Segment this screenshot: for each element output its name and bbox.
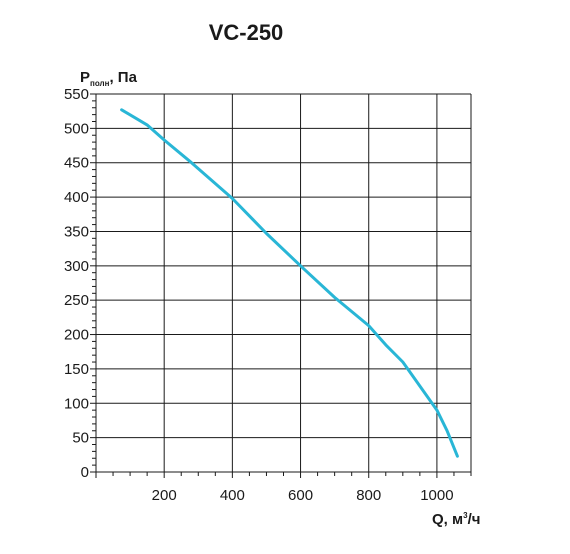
y-axis-label-main: P xyxy=(80,69,90,86)
pressure-curve xyxy=(120,108,459,458)
y-tick-labels: 0 50 100 150 200 250 300 350 400 450 500 550 xyxy=(64,86,89,481)
y-tick-label: 350 xyxy=(64,223,89,240)
grid xyxy=(95,93,472,473)
y-tick-label: 300 xyxy=(64,258,89,275)
y-tick-label: 250 xyxy=(64,292,89,309)
x-axis-label-sup: 3 xyxy=(463,511,468,520)
minor-ticks xyxy=(90,93,472,478)
y-tick-label: 400 xyxy=(64,189,89,206)
y-tick-label: 200 xyxy=(64,327,89,344)
x-tick-label: 400 xyxy=(220,487,245,504)
x-tick-label: 1000 xyxy=(420,487,453,504)
x-tick-labels: 200 400 600 800 1000 xyxy=(152,487,454,504)
y-tick-label: 100 xyxy=(64,395,89,412)
x-axis-label-main: Q, м xyxy=(432,511,463,528)
y-tick-label: 500 xyxy=(64,120,89,137)
y-tick-label: 0 xyxy=(81,464,89,481)
x-axis-label-unit: /ч xyxy=(468,511,481,528)
y-tick-label: 50 xyxy=(72,430,89,447)
y-tick-label: 450 xyxy=(64,155,89,172)
series-layer xyxy=(120,108,459,458)
y-tick-label: 150 xyxy=(64,361,89,378)
chart-title: VC-250 xyxy=(209,20,284,45)
x-tick-label: 600 xyxy=(288,487,313,504)
y-axis-label: Pполн, Па xyxy=(80,69,138,88)
y-tick-label: 550 xyxy=(64,86,89,103)
x-tick-label: 800 xyxy=(356,487,381,504)
x-tick-label: 200 xyxy=(152,487,177,504)
y-axis-label-unit: , Па xyxy=(109,69,137,86)
x-axis-label: Q, м3/ч xyxy=(432,511,480,528)
y-axis-label-sub: полн xyxy=(90,79,110,88)
